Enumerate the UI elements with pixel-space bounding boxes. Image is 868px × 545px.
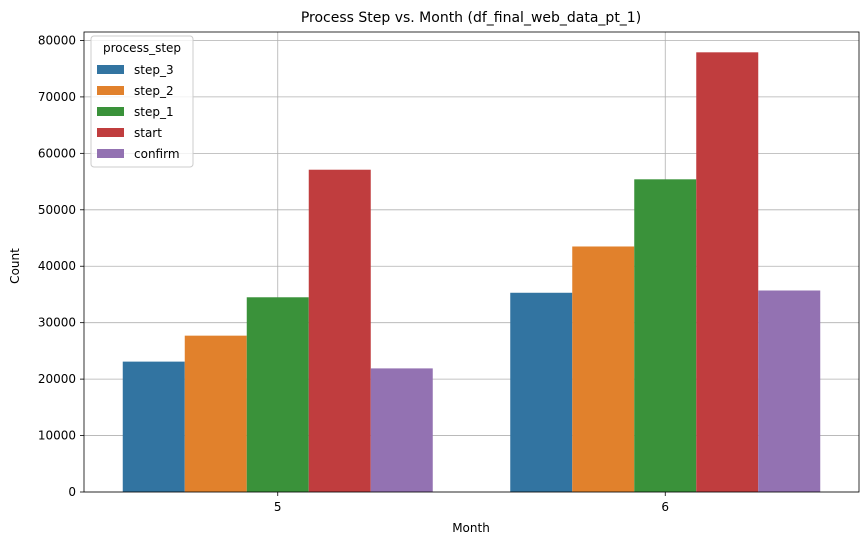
bar-step_3-5 — [122, 361, 185, 492]
bars — [122, 52, 821, 493]
bar-start-6 — [696, 52, 759, 492]
y-tick-label: 30000 — [38, 316, 76, 330]
x-axis-label: Month — [452, 521, 490, 535]
legend-swatch-confirm — [97, 149, 124, 158]
legend-swatch-start — [97, 128, 124, 137]
legend-label-confirm: confirm — [134, 147, 180, 161]
legend-swatch-step_2 — [97, 86, 124, 95]
y-tick-label: 50000 — [38, 203, 76, 217]
bar-confirm-5 — [370, 368, 433, 492]
axes: 0 10000 20000 30000 40000 50000 60000 70000 8000… — [38, 31, 860, 514]
y-tick-label: 60000 — [38, 146, 76, 160]
bar-step_3-6 — [510, 292, 573, 492]
legend-label-start: start — [134, 126, 162, 140]
chart-title: Process Step vs. Month (df_final_web_dat… — [301, 10, 641, 26]
legend-label-step_1: step_1 — [134, 105, 174, 119]
plot-frame — [83, 31, 860, 493]
legend-swatch-step_1 — [97, 107, 124, 116]
x-tick-label: 5 — [274, 500, 282, 514]
y-tick-label: 10000 — [38, 429, 76, 443]
x-tick-label: 6 — [661, 500, 669, 514]
legend-title: process_step — [103, 41, 181, 55]
bar-step_1-5 — [246, 297, 309, 492]
bar-start-5 — [308, 169, 371, 493]
y-tick-label: 0 — [68, 485, 76, 499]
legend-label-step_2: step_2 — [134, 84, 174, 98]
legend-label-step_3: step_3 — [134, 63, 174, 77]
y-tick-label: 40000 — [38, 259, 76, 273]
bar-confirm-6 — [758, 290, 821, 492]
legend-swatch-step_3 — [97, 65, 124, 74]
bar-step_2-6 — [572, 246, 635, 492]
y-tick-label: 80000 — [38, 33, 76, 47]
bar-step_2-5 — [184, 335, 247, 492]
y-tick-label: 70000 — [38, 90, 76, 104]
y-tick-label: 20000 — [38, 372, 76, 386]
bar-step_1-6 — [634, 179, 697, 493]
y-axis-label: Count — [8, 248, 22, 284]
